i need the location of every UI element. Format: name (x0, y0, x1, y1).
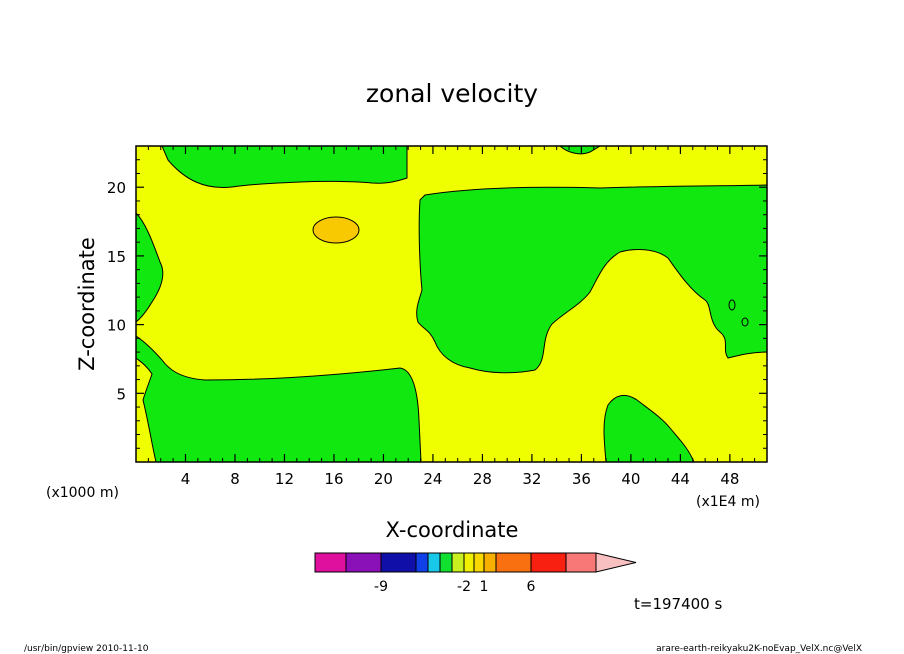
green-region-center-right (416, 184, 767, 374)
green-region-bottom-right (603, 394, 695, 462)
colorbar-segment (345, 552, 382, 573)
footer-right: arare-earth-reikyaku2K-noEvap_VelX.nc@Ve… (656, 644, 862, 654)
x-tick-label: 28 (473, 470, 492, 488)
colorbar-segment (463, 552, 475, 573)
colorbar-segment (530, 552, 567, 573)
time-label: t=197400 s (634, 595, 722, 613)
x-tick-label: 8 (230, 470, 240, 488)
y-axis-label: Z-coordinate (75, 237, 99, 371)
y-tick-label: 5 (116, 385, 126, 403)
colorbar-segment (565, 552, 597, 573)
green-region-top-right (559, 146, 601, 155)
contour-regions (136, 146, 767, 462)
colorbar-label: 6 (527, 579, 536, 595)
x-tick-label: 44 (671, 470, 690, 488)
x-tick-label: 48 (720, 470, 739, 488)
colorbar-segment (483, 552, 497, 573)
x-tick-label: 24 (423, 470, 442, 488)
y-tick-label: 20 (107, 179, 126, 197)
x-axis-label: X-coordinate (386, 518, 519, 542)
y-tick-label: 15 (107, 248, 126, 266)
colorbar-segment (380, 552, 417, 573)
green-island-1 (728, 299, 736, 311)
colorbar-segment (473, 552, 485, 573)
plot-frame (135, 145, 768, 463)
colorbar-label: -2 (457, 579, 471, 595)
green-region-bottom-left (136, 335, 422, 462)
x-tick-label: 16 (324, 470, 343, 488)
x-unit-label: (x1E4 m) (696, 494, 760, 510)
colorbar-segment (439, 552, 453, 573)
green-island-2 (741, 317, 749, 327)
colorbar-segment (415, 552, 429, 573)
colorbar-segment (427, 552, 441, 573)
x-tick-label: 36 (572, 470, 591, 488)
x-tick-label: 40 (621, 470, 640, 488)
orange-region (312, 216, 360, 244)
colorbar-arrow (595, 552, 637, 573)
x-tick-label: 12 (275, 470, 294, 488)
y-unit-label: (x1000 m) (46, 485, 119, 501)
green-region-top-left (161, 146, 408, 189)
chart-title: zonal velocity (366, 79, 538, 108)
colorbar (314, 552, 637, 573)
green-region-left-lobe (136, 212, 164, 323)
x-tick-label: 4 (181, 470, 191, 488)
x-tick-label: 32 (522, 470, 541, 488)
x-axis-ticks: 4 8 12 16 20 24 28 32 36 40 44 48 (147, 146, 756, 488)
x-tick-label: 20 (374, 470, 393, 488)
colorbar-segment (314, 552, 347, 573)
colorbar-label: -9 (374, 579, 388, 595)
colorbar-segment (495, 552, 532, 573)
y-axis-ticks: 5 10 15 20 (107, 159, 767, 449)
footer-left: /usr/bin/gpview 2010-11-10 (24, 644, 149, 654)
y-tick-label: 10 (107, 317, 126, 335)
colorbar-label: 1 (480, 579, 489, 595)
colorbar-segment (451, 552, 465, 573)
colorbar-labels: -9 -2 1 6 (374, 579, 536, 595)
